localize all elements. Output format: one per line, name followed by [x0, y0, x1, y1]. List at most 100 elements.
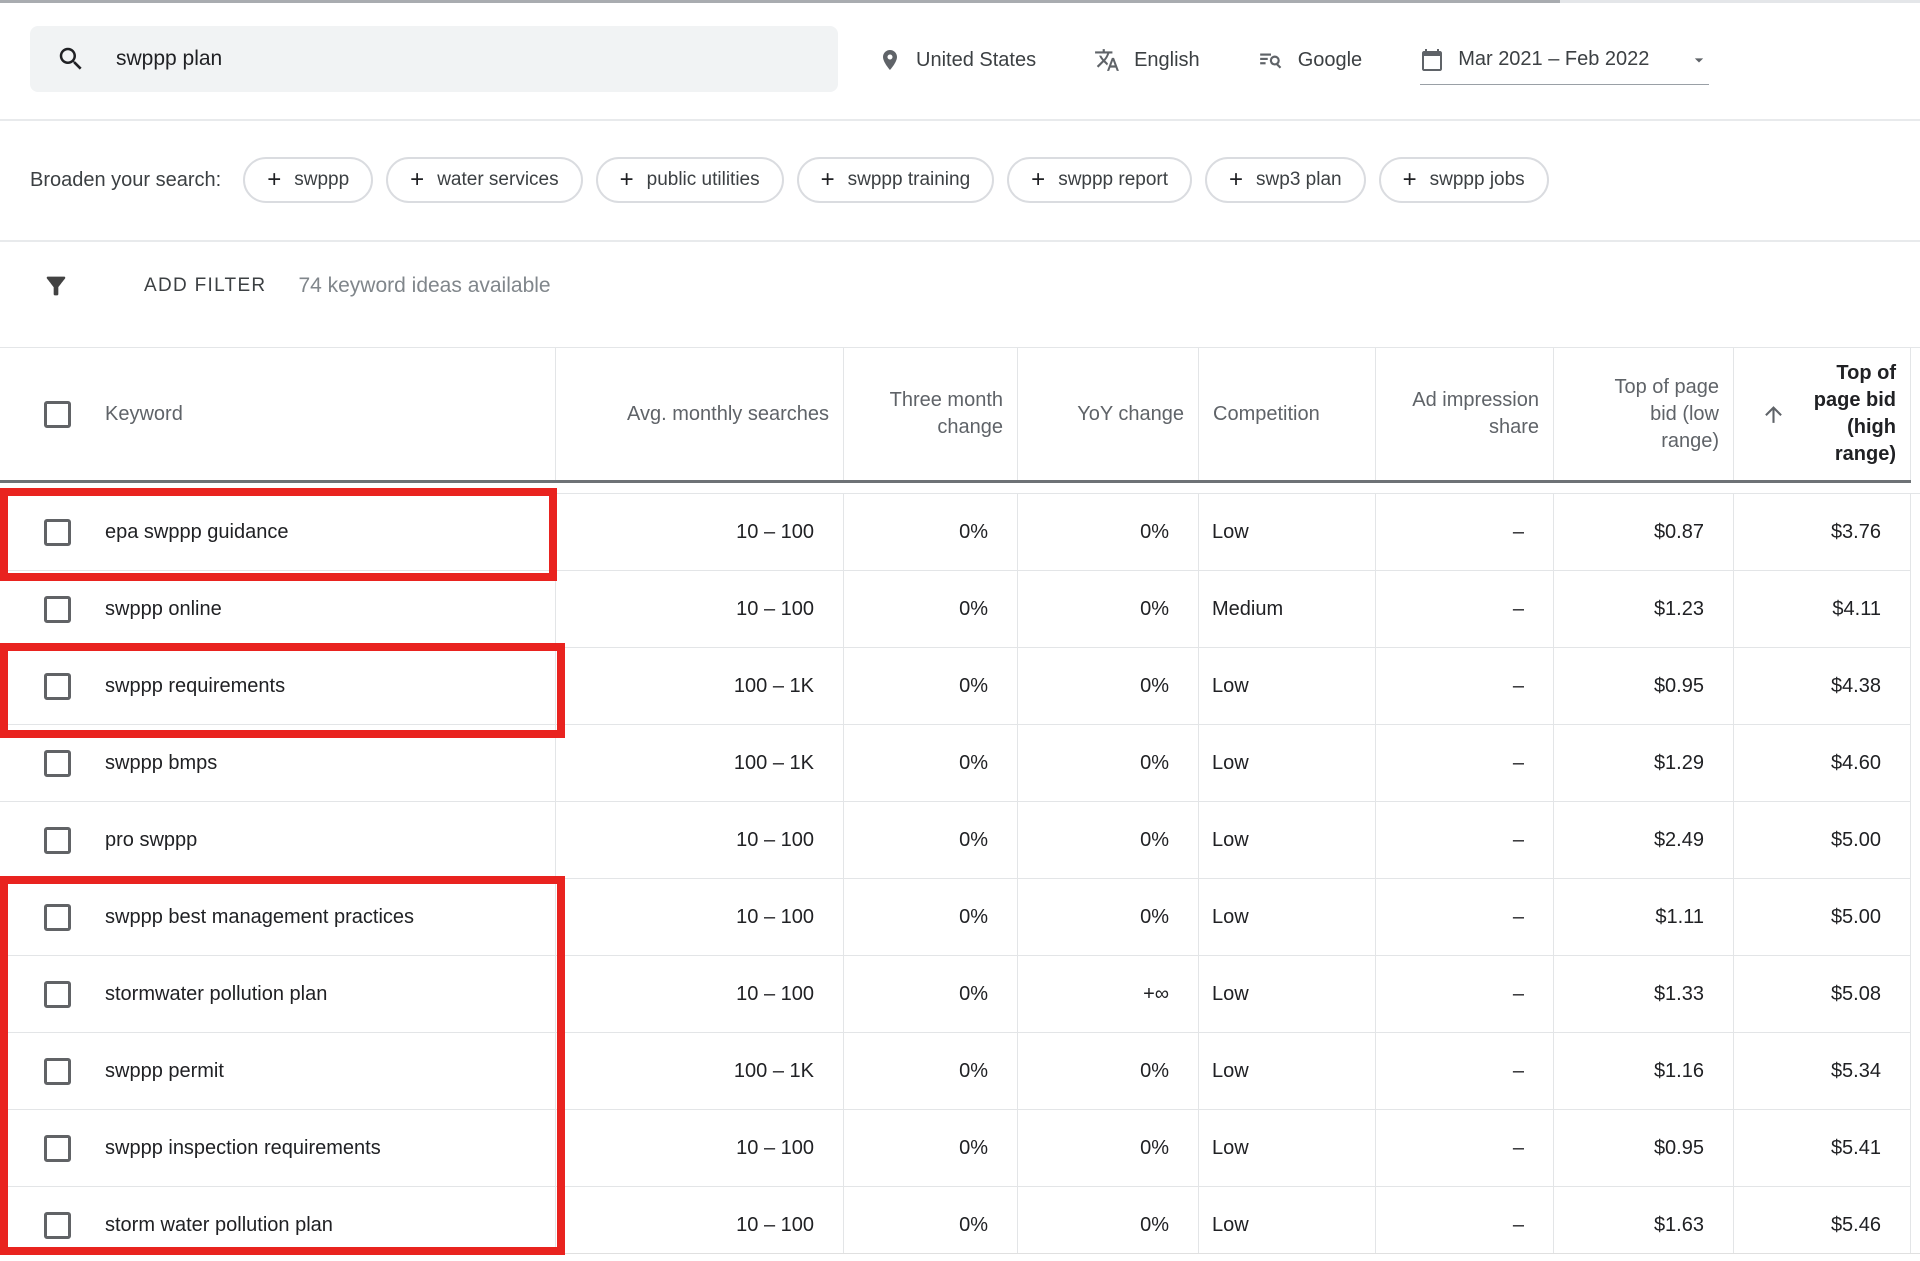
competition-cell: Low	[1198, 956, 1375, 1032]
header-spacer	[0, 483, 1920, 494]
top-bid-low-cell: $1.16	[1553, 1033, 1733, 1109]
row-checkbox[interactable]	[44, 1211, 71, 1239]
avg-monthly-searches-cell: 10 – 100	[555, 1110, 843, 1186]
table-row[interactable]: swppp requirements 100 – 1K 0% 0% Low – …	[0, 648, 1911, 725]
column-header-keyword[interactable]: Keyword	[0, 348, 555, 480]
table-row[interactable]: swppp online 10 – 100 0% 0% Medium – $1.…	[0, 571, 1911, 648]
header-label: Avg. monthly searches	[627, 402, 829, 425]
yoy-change-cell: 0%	[1017, 802, 1198, 878]
network-selector[interactable]: Google	[1258, 47, 1363, 73]
header-label: Top of page bid (low range)	[1614, 375, 1719, 452]
table-row[interactable]: pro swppp 10 – 100 0% 0% Low – $2.49 $5.…	[0, 802, 1911, 879]
date-range-selector[interactable]: Mar 2021 – Feb 2022	[1420, 36, 1710, 85]
row-checkbox[interactable]	[44, 749, 71, 777]
competition-cell: Low	[1198, 879, 1375, 955]
row-checkbox[interactable]	[44, 1057, 71, 1085]
yoy-change-cell: 0%	[1017, 648, 1198, 724]
chip-swp3-plan[interactable]: + swp3 plan	[1205, 157, 1366, 203]
header-label: Top of page bid (high range)	[1813, 362, 1896, 465]
yoy-change-cell: 0%	[1017, 1187, 1198, 1253]
add-filter-button[interactable]: ADD FILTER	[70, 275, 266, 297]
column-header-top-bid-low[interactable]: Top of page bid (low range)	[1553, 348, 1733, 480]
keyword-cell: pro swppp	[105, 828, 198, 851]
column-header-yoy-change[interactable]: YoY change	[1017, 348, 1198, 480]
column-header-avg-monthly-searches[interactable]: Avg. monthly searches	[555, 348, 843, 480]
location-label: United States	[916, 48, 1037, 71]
top-bid-high-cell: $5.41	[1733, 1110, 1911, 1186]
keyword-cell: stormwater pollution plan	[105, 982, 328, 1005]
top-bid-high-cell: $5.00	[1733, 879, 1911, 955]
ad-impression-share-cell: –	[1375, 725, 1553, 801]
column-header-top-bid-high[interactable]: Top of page bid (high range)	[1733, 348, 1911, 480]
translate-icon	[1095, 49, 1119, 71]
row-checkbox[interactable]	[44, 518, 71, 546]
search-network-icon	[1259, 53, 1281, 69]
three-month-change-cell: 0%	[843, 725, 1017, 801]
location-selector[interactable]: United States	[878, 48, 1036, 72]
ad-impression-share-cell: –	[1375, 1033, 1553, 1109]
row-checkbox[interactable]	[44, 595, 71, 623]
avg-monthly-searches-cell: 10 – 100	[555, 1187, 843, 1253]
header-label: Ad impression share	[1412, 389, 1539, 438]
top-bid-low-cell: $1.33	[1553, 956, 1733, 1032]
column-header-ad-impression-share[interactable]: Ad impression share	[1375, 348, 1553, 480]
dropdown-caret-icon	[1695, 57, 1704, 62]
table-row[interactable]: storm water pollution plan 10 – 100 0% 0…	[0, 1187, 1911, 1253]
row-checkbox[interactable]	[44, 980, 71, 1008]
chip-water-services[interactable]: + water services	[386, 157, 583, 203]
chip-swppp-training[interactable]: + swppp training	[796, 157, 995, 203]
chip-swppp-jobs[interactable]: + swppp jobs	[1378, 157, 1549, 203]
network-label: Google	[1297, 48, 1363, 71]
competition-cell: Low	[1198, 648, 1375, 724]
row-checkbox[interactable]	[44, 672, 71, 700]
keyword-cell: swppp permit	[105, 1059, 224, 1082]
yoy-change-cell: 0%	[1017, 1110, 1198, 1186]
ad-impression-share-cell: –	[1375, 879, 1553, 955]
keyword-search-box[interactable]	[30, 26, 838, 92]
table-row[interactable]: swppp permit 100 – 1K 0% 0% Low – $1.16 …	[0, 1033, 1911, 1110]
row-checkbox[interactable]	[44, 903, 71, 931]
keyword-cell: swppp best management practices	[105, 905, 415, 928]
three-month-change-cell: 0%	[843, 571, 1017, 647]
avg-monthly-searches-cell: 10 – 100	[555, 956, 843, 1032]
select-all-checkbox[interactable]	[44, 400, 71, 428]
yoy-change-cell: 0%	[1017, 1033, 1198, 1109]
table-row[interactable]: stormwater pollution plan 10 – 100 0% +∞…	[0, 956, 1911, 1033]
table-row[interactable]: swppp bmps 100 – 1K 0% 0% Low – $1.29 $4…	[0, 725, 1911, 802]
chip-label: public utilities	[646, 169, 760, 190]
top-bid-low-cell: $1.63	[1553, 1187, 1733, 1253]
ad-impression-share-cell: –	[1375, 1187, 1553, 1253]
table-row[interactable]: swppp best management practices 10 – 100…	[0, 879, 1911, 956]
chip-label: water services	[437, 169, 559, 190]
yoy-change-cell: 0%	[1017, 725, 1198, 801]
avg-monthly-searches-cell: 10 – 100	[555, 879, 843, 955]
header-label: Keyword	[105, 402, 183, 425]
top-bid-high-cell: $5.00	[1733, 802, 1911, 878]
keyword-cell: swppp inspection requirements	[105, 1136, 381, 1159]
chip-swppp-report[interactable]: + swppp report	[1007, 157, 1193, 203]
three-month-change-cell: 0%	[843, 802, 1017, 878]
three-month-change-cell: 0%	[843, 1033, 1017, 1109]
divider	[0, 119, 1920, 121]
search-input[interactable]	[116, 47, 812, 71]
competition-cell: Low	[1198, 1110, 1375, 1186]
filter-funnel-icon	[46, 276, 66, 296]
top-bid-low-cell: $2.49	[1553, 802, 1733, 878]
column-header-three-month-change[interactable]: Three month change	[843, 348, 1017, 480]
location-pin-icon	[883, 50, 897, 70]
column-header-competition[interactable]: Competition	[1198, 348, 1375, 480]
top-bid-high-cell: $5.08	[1733, 956, 1911, 1032]
top-bid-high-cell: $5.34	[1733, 1033, 1911, 1109]
language-selector[interactable]: English	[1094, 47, 1200, 73]
table-row[interactable]: epa swppp guidance 10 – 100 0% 0% Low – …	[0, 494, 1911, 571]
top-bid-high-cell: $4.38	[1733, 648, 1911, 724]
keyword-ideas-table: Keyword Avg. monthly searches Three mont…	[0, 347, 1920, 1254]
chip-public-utilities[interactable]: + public utilities	[595, 157, 784, 203]
top-bid-high-cell: $5.46	[1733, 1187, 1911, 1253]
row-checkbox[interactable]	[44, 826, 71, 854]
table-row[interactable]: swppp inspection requirements 10 – 100 0…	[0, 1110, 1911, 1187]
row-checkbox[interactable]	[44, 1134, 71, 1162]
chip-swppp[interactable]: + swppp	[243, 157, 374, 203]
competition-cell: Low	[1198, 802, 1375, 878]
top-bid-low-cell: $1.29	[1553, 725, 1733, 801]
